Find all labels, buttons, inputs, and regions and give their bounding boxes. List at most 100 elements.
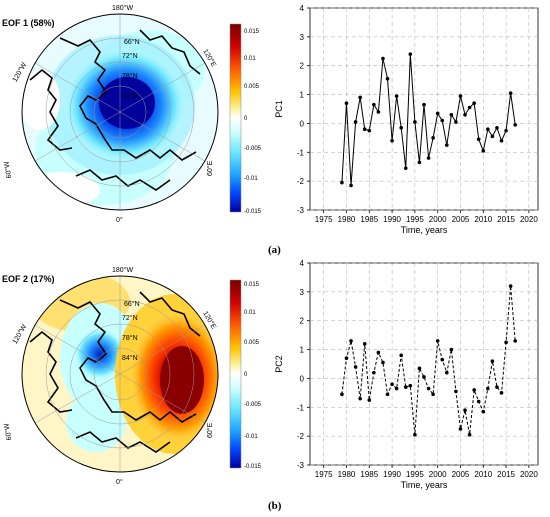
data-point bbox=[499, 138, 504, 143]
eof1-cb-tick: -0.01 bbox=[244, 176, 258, 182]
data-point bbox=[449, 347, 454, 352]
data-point bbox=[349, 339, 353, 343]
x-tick-label: 2020 bbox=[520, 215, 538, 224]
x-axis-label: Time, years bbox=[401, 480, 448, 490]
data-point bbox=[508, 91, 513, 95]
x-tick-label: 1995 bbox=[406, 470, 424, 479]
data-point bbox=[408, 383, 413, 388]
eof2-cb-tick: 0 bbox=[244, 372, 248, 378]
data-point bbox=[435, 339, 440, 343]
data-point bbox=[399, 353, 403, 358]
y-tick-label: 2 bbox=[300, 317, 305, 326]
eof1-coastlines bbox=[29, 29, 201, 191]
y-tick-label: -2 bbox=[297, 177, 305, 186]
eof1-label-78n: 78°N bbox=[122, 72, 138, 80]
eof1-colorbar bbox=[229, 23, 242, 213]
y-tick-label: 0 bbox=[300, 119, 305, 128]
x-tick-label: 1985 bbox=[360, 470, 378, 479]
data-point bbox=[472, 388, 476, 392]
data-point bbox=[504, 128, 508, 133]
eof1-cb-tick: -0.005 bbox=[244, 146, 262, 152]
y-tick-label: 4 bbox=[300, 259, 305, 268]
eof1-cb-tick: 0 bbox=[244, 116, 248, 122]
eof2-label-180w: 180°W bbox=[112, 266, 133, 274]
eof1-cb-tick: 0.01 bbox=[244, 56, 256, 62]
data-point bbox=[467, 105, 472, 110]
pc1-timeseries-chart: 1975 1980 1985 1990 1995 2000 2005 2010 2015 2020… bbox=[274, 4, 539, 235]
data-point bbox=[349, 183, 353, 188]
data-point bbox=[376, 350, 381, 355]
data-point bbox=[417, 366, 422, 371]
eof1-label-0: 0° bbox=[116, 216, 123, 224]
eof2-graticule bbox=[34, 276, 206, 472]
eof1-map-title: EOF 1 (58%) bbox=[2, 18, 55, 28]
data-point bbox=[513, 339, 517, 343]
data-point bbox=[449, 112, 454, 117]
eof2-map-title: EOF 2 (17%) bbox=[2, 274, 55, 284]
data-point bbox=[472, 101, 476, 106]
data-point bbox=[486, 386, 490, 391]
data-point bbox=[413, 120, 417, 124]
x-tick-label: 1980 bbox=[338, 470, 356, 479]
eof2-label-72n: 72°N bbox=[122, 314, 138, 322]
y-axis-label: PC1 bbox=[274, 100, 284, 118]
eof1-map-border bbox=[21, 13, 219, 211]
y-tick-label: -1 bbox=[297, 148, 305, 157]
x-tick-label: 2000 bbox=[429, 470, 447, 479]
eof2-cb-tick: -0.015 bbox=[244, 464, 262, 470]
data-point bbox=[385, 76, 390, 81]
eof1-graticule bbox=[34, 14, 206, 210]
x-axis-label: Time, years bbox=[401, 225, 448, 235]
eof2-map-border bbox=[21, 275, 219, 473]
y-tick-label: 0 bbox=[300, 374, 305, 383]
x-tick-label: 2005 bbox=[452, 215, 470, 224]
eof2-cb-tick: 0.015 bbox=[244, 282, 260, 288]
data-point bbox=[440, 118, 445, 123]
data-point bbox=[417, 160, 422, 165]
data-point bbox=[340, 392, 344, 397]
data-point bbox=[376, 110, 381, 114]
eof1-map-panel: EOF 1 (58%) bbox=[2, 4, 262, 224]
y-tick-label: -3 bbox=[297, 206, 305, 215]
y-tick-label: -2 bbox=[297, 432, 305, 441]
y-tick-label: 1 bbox=[300, 91, 305, 100]
data-point bbox=[458, 94, 463, 98]
x-tick-label: 1975 bbox=[315, 470, 333, 479]
data-point bbox=[422, 375, 426, 379]
data-point bbox=[381, 56, 385, 61]
data-point bbox=[481, 409, 486, 414]
data-point bbox=[372, 102, 376, 107]
data-point bbox=[394, 386, 399, 391]
eof1-label-84n: 84°N bbox=[122, 92, 138, 100]
data-point bbox=[431, 136, 435, 140]
y-tick-label: 4 bbox=[300, 4, 305, 13]
eof1-label-66n: 66°N bbox=[124, 38, 140, 46]
eof2-cb-tick: 0.01 bbox=[244, 310, 256, 316]
data-point bbox=[476, 137, 481, 142]
data-point bbox=[367, 398, 372, 402]
data-point bbox=[358, 396, 362, 401]
eof1-cb-tick: 0.005 bbox=[244, 84, 260, 90]
data-point bbox=[458, 427, 463, 431]
y-tick-label: 3 bbox=[300, 288, 305, 297]
data-point bbox=[340, 180, 344, 185]
data-point bbox=[490, 359, 495, 363]
eof2-label-120w: 120°W bbox=[11, 323, 29, 346]
data-point bbox=[454, 389, 458, 394]
eof2-coastlines bbox=[29, 291, 201, 453]
data-point bbox=[431, 392, 435, 397]
data-point bbox=[495, 125, 499, 130]
data-point bbox=[390, 138, 394, 143]
eof2-label-78n: 78°N bbox=[122, 334, 138, 342]
eof2-colorbar bbox=[229, 279, 242, 469]
data-point bbox=[463, 112, 467, 117]
x-tick-label: 1995 bbox=[406, 215, 424, 224]
y-tick-label: -1 bbox=[297, 403, 305, 412]
data-point bbox=[381, 360, 385, 365]
data-point bbox=[399, 125, 403, 130]
data-point bbox=[499, 391, 504, 395]
panel-a-label: (a) bbox=[268, 244, 281, 256]
data-point bbox=[513, 123, 517, 127]
data-point bbox=[362, 127, 367, 131]
data-point bbox=[403, 385, 408, 389]
